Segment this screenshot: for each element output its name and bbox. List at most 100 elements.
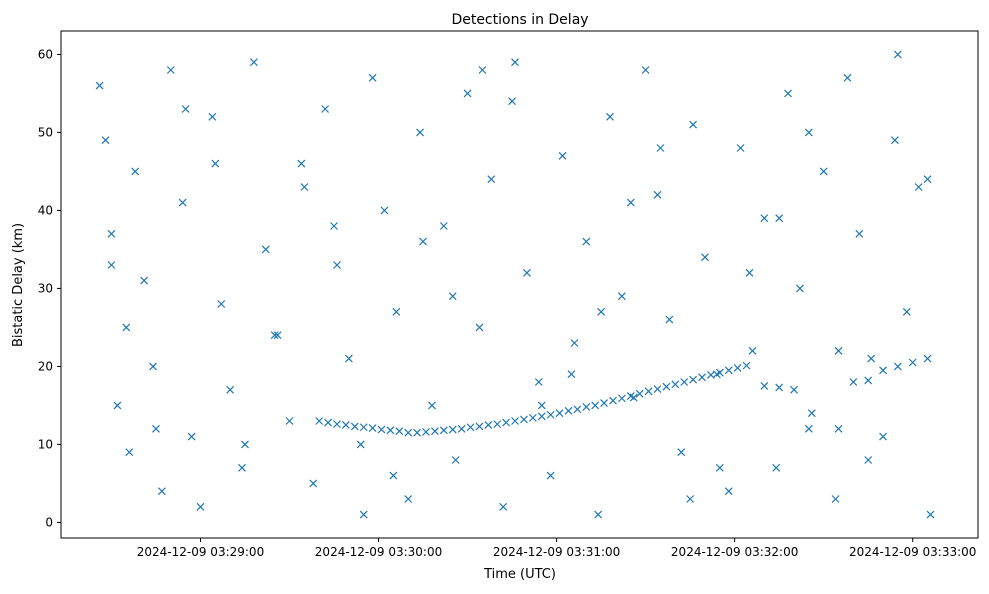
data-point	[644, 387, 653, 396]
data-point	[439, 426, 448, 435]
data-point	[330, 222, 338, 230]
data-point	[511, 417, 519, 425]
data-point	[724, 366, 733, 375]
x-tick-label: 2024-12-09 03:31:00	[493, 545, 620, 559]
data-point	[775, 383, 784, 392]
y-tick-label: 60	[38, 47, 53, 61]
data-point	[140, 276, 149, 285]
data-point	[745, 268, 754, 277]
data-point	[356, 440, 365, 449]
data-point	[701, 253, 709, 262]
y-tick-label: 10	[38, 437, 53, 451]
data-point	[309, 479, 318, 488]
data-point	[404, 428, 413, 437]
data-point	[772, 463, 781, 472]
data-point	[404, 495, 413, 503]
data-point	[166, 66, 175, 74]
data-point	[196, 502, 205, 511]
data-point	[344, 354, 353, 363]
data-point	[807, 409, 816, 418]
data-point	[537, 401, 546, 410]
x-axis-ticks: 2024-12-09 03:29:00 2024-12-09 03:30:00 20…	[137, 538, 976, 559]
data-point	[522, 268, 531, 277]
data-point	[152, 424, 160, 433]
data-point	[784, 89, 792, 98]
x-tick-label: 2024-12-09 03:33:00	[849, 545, 976, 559]
data-point	[819, 167, 828, 176]
data-point	[419, 237, 427, 246]
data-point	[428, 401, 436, 410]
data-point	[377, 425, 386, 434]
data-point	[451, 456, 460, 464]
data-point	[600, 399, 609, 407]
data-point	[157, 487, 166, 496]
data-point	[416, 128, 425, 137]
data-point	[285, 417, 294, 425]
data-point	[261, 245, 270, 254]
data-point	[689, 375, 698, 384]
data-point	[564, 406, 573, 415]
plot-frame	[60, 30, 979, 539]
data-point	[238, 463, 246, 472]
data-point	[742, 361, 751, 370]
data-point	[760, 214, 769, 223]
data-point	[359, 423, 368, 432]
data-point	[113, 401, 122, 410]
data-point	[95, 81, 104, 90]
data-point	[724, 487, 733, 496]
data-point	[300, 183, 309, 191]
data-point	[843, 73, 852, 82]
data-points	[95, 50, 935, 519]
data-point	[893, 362, 902, 371]
data-point	[208, 112, 217, 121]
data-point	[736, 144, 745, 152]
data-point	[662, 382, 671, 391]
data-point	[493, 420, 502, 429]
data-point	[241, 440, 249, 449]
y-axis-ticks: 0 10 20 30 40 50 60	[38, 47, 61, 529]
data-point	[511, 58, 519, 67]
data-point	[617, 292, 626, 301]
y-tick-label: 0	[45, 515, 53, 529]
data-point	[359, 510, 368, 519]
data-point	[864, 456, 873, 464]
data-point	[686, 495, 695, 503]
data-point	[834, 346, 843, 355]
y-tick-label: 30	[38, 281, 53, 295]
data-point	[594, 510, 603, 519]
data-point	[902, 307, 911, 316]
data-point	[665, 315, 674, 324]
data-point	[635, 389, 644, 398]
data-point	[893, 50, 902, 59]
data-point	[908, 358, 917, 367]
data-point	[890, 136, 899, 145]
data-point	[463, 89, 472, 98]
data-point	[855, 229, 864, 238]
data-point	[537, 412, 546, 421]
data-point	[448, 425, 457, 434]
data-point	[502, 418, 511, 427]
data-point	[923, 175, 932, 184]
data-point	[528, 413, 537, 422]
data-point	[804, 128, 813, 137]
data-point	[273, 331, 282, 340]
data-point	[555, 409, 564, 418]
data-point	[508, 97, 517, 106]
data-point	[804, 424, 813, 433]
data-point	[395, 427, 404, 436]
data-point	[187, 432, 196, 441]
data-point	[270, 331, 279, 340]
data-point	[101, 136, 110, 145]
data-point	[879, 432, 887, 441]
data-point	[573, 405, 582, 414]
data-point	[671, 380, 680, 389]
data-point	[386, 426, 395, 435]
data-point	[321, 105, 330, 113]
data-point	[475, 323, 484, 332]
data-point	[546, 410, 555, 419]
x-tick-label: 2024-12-09 03:29:00	[137, 545, 264, 559]
data-point	[520, 415, 528, 424]
y-tick-label: 20	[38, 359, 53, 373]
data-point	[211, 159, 220, 168]
data-point	[680, 378, 689, 386]
